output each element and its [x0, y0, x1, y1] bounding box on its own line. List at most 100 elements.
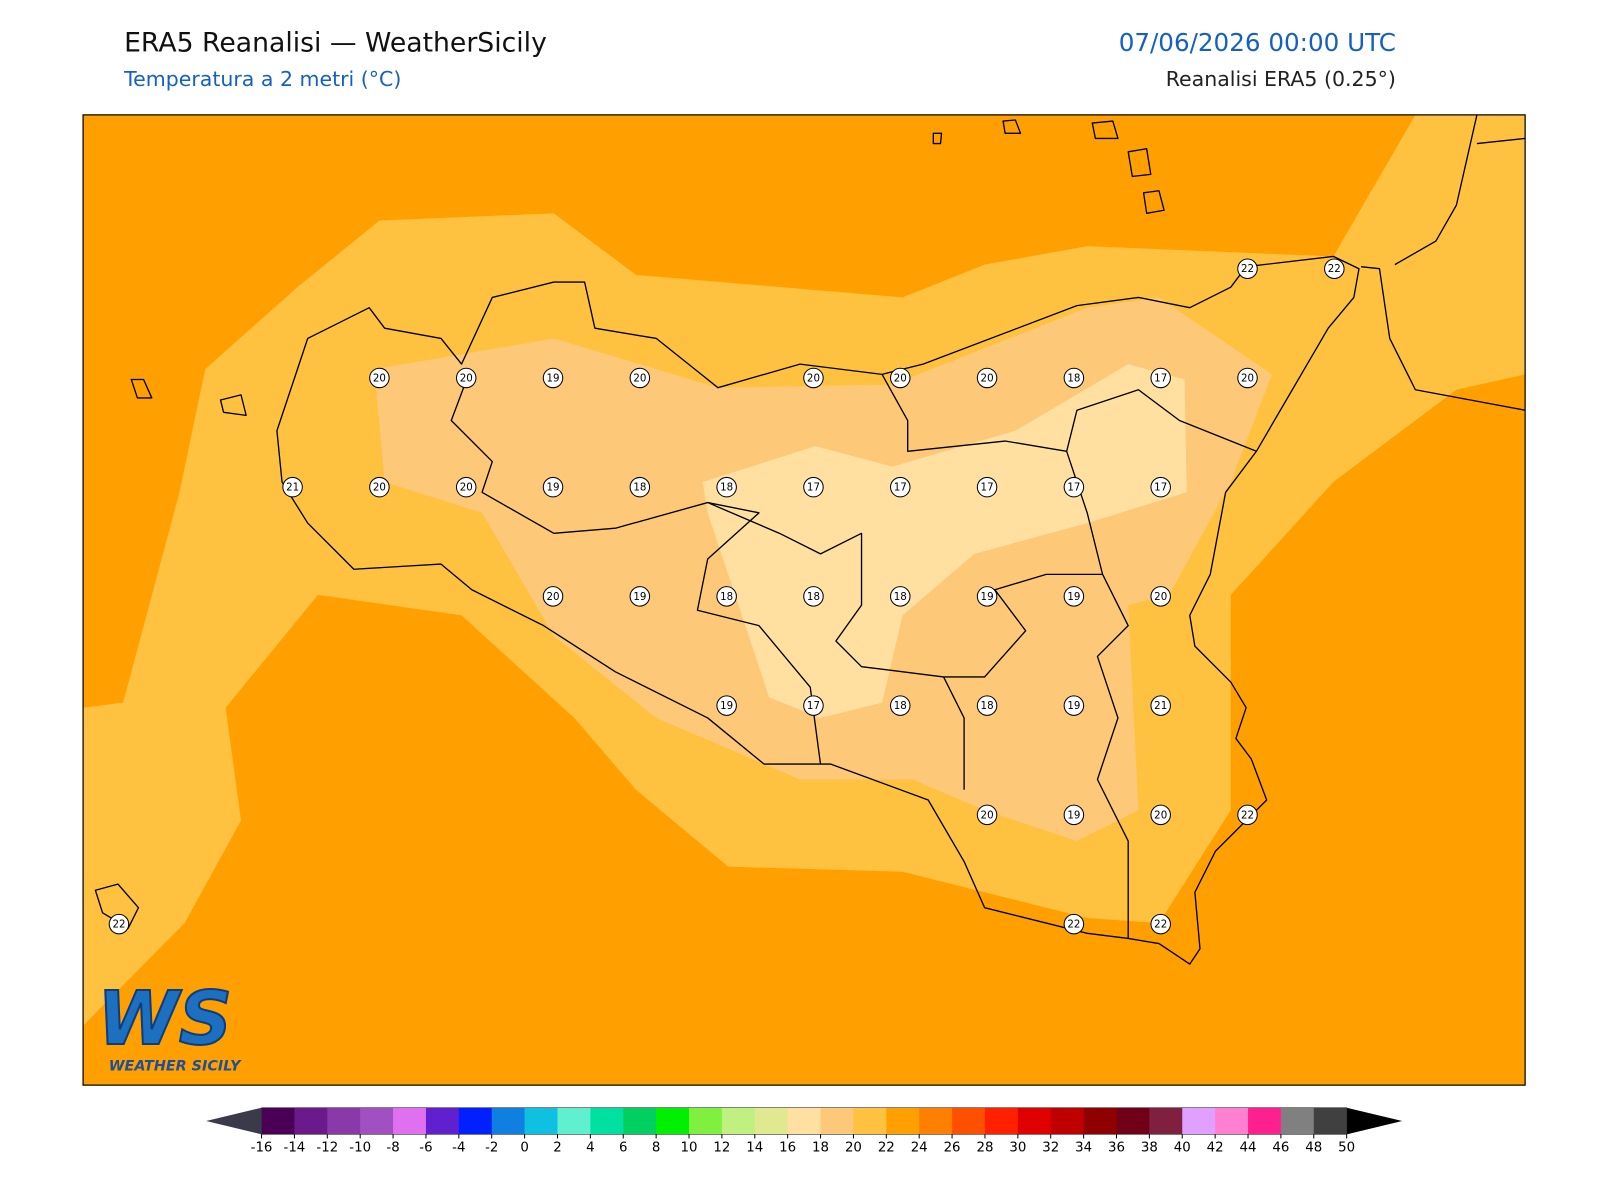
station-marker	[1063, 586, 1085, 607]
station-marker	[542, 586, 564, 607]
station-marker	[976, 367, 998, 389]
colorbar-tick-label: -6	[419, 1141, 432, 1156]
colorbar-bin	[1050, 1107, 1085, 1135]
station-value: 21	[286, 482, 299, 494]
colorbar-tick-label: 14	[746, 1141, 763, 1156]
station-marker	[1063, 367, 1085, 389]
station-marker	[716, 695, 737, 716]
colorbar-tick-label: 28	[976, 1141, 993, 1156]
colorbar-tick-label: -8	[386, 1141, 399, 1156]
colorbar-bin	[754, 1107, 789, 1135]
colorbar-frame	[261, 1107, 1347, 1135]
station-marker	[976, 586, 998, 607]
stations: 22 22 20 20 19 20 20 20 20 18 17 20 21 20 20 19 18 18 17 17…	[108, 258, 1345, 935]
logo-caption: WEATHER SICILY	[109, 1059, 242, 1075]
station-value: 20	[460, 372, 473, 384]
colorbar-tick-label: 32	[1042, 1141, 1059, 1156]
station-marker	[1150, 804, 1171, 826]
colorbar-bin	[1248, 1107, 1282, 1135]
station-value: 20	[894, 372, 907, 384]
colorbar-bin	[886, 1107, 920, 1135]
coastline	[276, 255, 1360, 965]
station-value: 20	[1241, 372, 1254, 384]
station-value: 20	[807, 372, 820, 384]
station-marker	[1063, 804, 1085, 826]
colorbar-tick-label: 22	[878, 1141, 895, 1156]
station-marker	[716, 476, 737, 498]
colorbar-tick-label: 48	[1305, 1141, 1322, 1156]
station-value: 21	[1154, 700, 1167, 712]
colorbar-tick-label: 38	[1141, 1141, 1158, 1156]
station-value: 17	[894, 482, 907, 494]
station-value: 20	[1154, 591, 1167, 603]
station-value: 22	[1328, 263, 1341, 275]
station-value: 19	[720, 700, 733, 712]
station-marker	[1063, 913, 1085, 935]
station-value: 19	[633, 591, 646, 603]
station-marker	[1237, 367, 1258, 389]
colorbar-tick-label: 30	[1009, 1141, 1026, 1156]
colorbar-bin	[656, 1107, 690, 1135]
station-value: 17	[1154, 482, 1167, 494]
colorbar-tick-label: -10	[349, 1141, 371, 1156]
colorbar-tick-label: -12	[316, 1141, 338, 1156]
colorbar-tick-label: 50	[1338, 1141, 1355, 1156]
station-value: 20	[981, 372, 994, 384]
datetime: 07/06/2026 00:00 UTC	[1119, 28, 1396, 57]
station-marker	[369, 476, 390, 498]
colorbar: -16 -14 -12 -10 -8 -6 -4 -2 0 2 4 6 8 10 12 14 16 18 20 22 2…	[206, 1107, 1403, 1156]
title: ERA5 Reanalisi — WeatherSicily	[124, 28, 547, 59]
colorbar-bin	[721, 1107, 756, 1135]
station-value: 20	[633, 372, 646, 384]
colorbar-bin	[787, 1107, 821, 1135]
colorbar-bin	[1116, 1107, 1150, 1135]
station-marker	[976, 804, 998, 826]
station-marker	[803, 476, 824, 498]
colorbar-tick-label: 36	[1108, 1141, 1125, 1156]
station-value: 17	[1154, 372, 1167, 384]
colorbar-bin	[524, 1107, 558, 1135]
colorbar-bin	[952, 1107, 986, 1135]
station-marker	[1150, 913, 1171, 935]
logo-mark: WS	[97, 976, 232, 1062]
station-marker	[629, 476, 651, 498]
station-value: 20	[981, 809, 994, 821]
colorbar-tick-label: -4	[452, 1141, 465, 1156]
colorbar-bin	[1313, 1107, 1348, 1135]
station-value: 22	[1241, 809, 1254, 821]
colorbar-over	[1346, 1107, 1403, 1135]
station-marker	[1150, 367, 1171, 389]
map-frame	[82, 114, 1526, 1086]
station-marker	[803, 695, 824, 716]
station-marker	[890, 586, 911, 607]
colorbar-bin	[425, 1107, 460, 1135]
station-marker	[803, 586, 824, 607]
colorbar-under	[206, 1107, 262, 1135]
colorbar-tick-label: 18	[812, 1141, 829, 1156]
station-marker	[890, 695, 911, 716]
station-marker	[455, 476, 477, 498]
station-marker	[976, 476, 998, 498]
station-value: 18	[981, 700, 994, 712]
colorbar-tick-label: 46	[1272, 1141, 1289, 1156]
station-value: 22	[1154, 919, 1167, 931]
station-marker	[716, 586, 737, 607]
colorbar-bin	[1149, 1107, 1183, 1135]
map	[83, 114, 1526, 1086]
colorbar-bin	[820, 1107, 854, 1135]
station-marker	[282, 476, 303, 498]
colorbar-tick-label: 6	[619, 1141, 627, 1156]
subtitle: Temperatura a 2 metri (°C)	[123, 67, 401, 91]
colorbar-tick-label: -2	[485, 1141, 498, 1156]
source: Reanalisi ERA5 (0.25°)	[1166, 67, 1396, 91]
station-marker	[1150, 695, 1171, 716]
colorbar-tick-label: 24	[911, 1141, 928, 1156]
station-value: 20	[373, 372, 386, 384]
colorbar-bin	[623, 1107, 657, 1135]
station-marker	[890, 367, 911, 389]
station-marker	[629, 586, 651, 607]
colorbar-bin	[1215, 1107, 1249, 1135]
station-marker	[890, 476, 911, 498]
colorbar-tick-label: 4	[586, 1141, 594, 1156]
